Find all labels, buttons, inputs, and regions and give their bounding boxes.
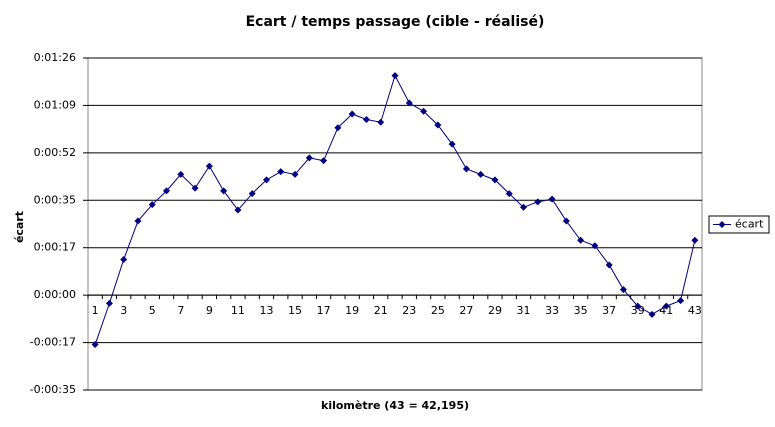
data-point <box>491 176 499 184</box>
data-point <box>691 236 699 244</box>
data-point <box>120 255 128 263</box>
data-point <box>448 140 456 148</box>
data-point <box>619 286 627 294</box>
x-tick-label: 7 <box>177 304 184 317</box>
x-tick-label: 9 <box>206 304 213 317</box>
data-point <box>577 236 585 244</box>
x-tick-label: 33 <box>545 304 559 317</box>
y-tick-label: 0:00:00 <box>34 288 76 301</box>
data-point <box>634 302 642 310</box>
data-point <box>591 242 599 250</box>
data-point <box>334 124 342 132</box>
data-point <box>277 168 285 176</box>
y-axis-label: écart <box>13 211 26 243</box>
data-point <box>520 203 528 211</box>
legend-label: écart <box>735 218 764 231</box>
data-point <box>148 201 156 209</box>
data-point <box>534 198 542 206</box>
data-point <box>462 165 470 173</box>
x-tick-label: 19 <box>345 304 359 317</box>
data-point <box>405 99 413 107</box>
data-point <box>562 217 570 225</box>
x-tick-label: 29 <box>488 304 502 317</box>
data-point <box>477 170 485 178</box>
data-point <box>377 118 385 126</box>
x-tick-label: 27 <box>459 304 473 317</box>
data-point <box>291 170 299 178</box>
x-tick-label: 37 <box>602 304 616 317</box>
data-point <box>505 190 513 198</box>
x-tick-label: 17 <box>317 304 331 317</box>
data-point <box>234 206 242 214</box>
y-tick-label: 0:00:52 <box>34 146 76 159</box>
x-tick-label: 23 <box>402 304 416 317</box>
x-axis-label: kilomètre (43 = 42,195) <box>321 399 469 412</box>
data-point <box>648 310 656 318</box>
data-point <box>91 341 99 349</box>
data-point <box>220 187 228 195</box>
data-point <box>305 154 313 162</box>
x-tick-label: 25 <box>431 304 445 317</box>
x-tick-label: 31 <box>517 304 531 317</box>
data-point <box>434 121 442 129</box>
data-point <box>662 302 670 310</box>
data-point <box>134 217 142 225</box>
x-tick-label: 15 <box>288 304 302 317</box>
x-tick-label: 13 <box>259 304 273 317</box>
y-tick-label: 0:00:35 <box>34 193 76 206</box>
y-tick-label: 0:01:26 <box>34 51 76 64</box>
x-tick-label: 1 <box>92 304 99 317</box>
data-point <box>205 162 213 170</box>
data-point <box>420 107 428 115</box>
x-tick-label: 3 <box>120 304 127 317</box>
legend-marker <box>718 221 726 228</box>
y-tick-label: -0:00:17 <box>30 336 76 349</box>
data-point <box>348 110 356 118</box>
y-tick-label: -0:00:35 <box>30 383 76 396</box>
data-point <box>548 195 556 203</box>
data-point <box>163 187 171 195</box>
x-tick-label: 21 <box>374 304 388 317</box>
x-tick-label: 35 <box>574 304 588 317</box>
chart-title: Ecart / temps passage (cible - réalisé) <box>246 14 545 30</box>
data-point <box>191 184 199 192</box>
data-point <box>362 115 370 123</box>
data-point <box>605 261 613 269</box>
legend-box <box>708 215 770 234</box>
x-tick-label: 11 <box>231 304 245 317</box>
data-point <box>262 176 270 184</box>
x-tick-label: 39 <box>631 304 645 317</box>
data-point <box>391 72 399 80</box>
y-tick-label: 0:00:17 <box>34 241 76 254</box>
x-tick-label: 41 <box>659 304 673 317</box>
data-point <box>677 297 685 305</box>
x-tick-label: 43 <box>688 304 702 317</box>
y-tick-label: 0:01:09 <box>34 98 76 111</box>
data-point <box>105 299 113 307</box>
x-tick-label: 5 <box>149 304 156 317</box>
data-point <box>248 190 256 198</box>
data-point <box>320 157 328 165</box>
data-point <box>177 170 185 178</box>
